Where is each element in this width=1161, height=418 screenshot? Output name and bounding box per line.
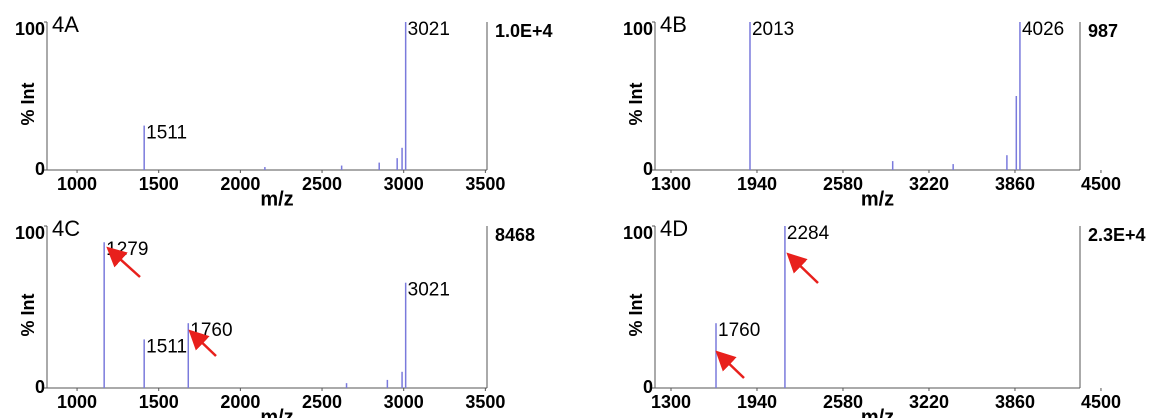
- peak-label: 1760: [718, 320, 760, 341]
- x-tick-label: 3220: [909, 392, 949, 412]
- panel-title: 4B: [660, 12, 687, 37]
- x-tick-label: 1500: [139, 392, 179, 412]
- y-tick-label: 100: [623, 223, 653, 243]
- x-tick-label: 3860: [995, 174, 1035, 194]
- x-tick-label: 2500: [302, 392, 342, 412]
- peak-label: 1511: [146, 336, 187, 357]
- x-tick-label: 1300: [651, 392, 691, 412]
- x-tick-label: 1000: [57, 392, 97, 412]
- x-tick-label: 4500: [1081, 174, 1121, 194]
- y-tick-label: 100: [623, 19, 653, 39]
- x-tick-label: 1940: [737, 392, 777, 412]
- arrows: [106, 246, 819, 379]
- peak-label: 3021: [408, 19, 450, 40]
- x-axis-label: m/z: [260, 406, 293, 418]
- x-tick-label: 3000: [384, 174, 424, 194]
- intensity-label: 1.0E+4: [495, 21, 553, 41]
- x-tick-label: 2000: [220, 174, 260, 194]
- x-tick-label: 3860: [995, 392, 1035, 412]
- x-tick-label: 2000: [220, 392, 260, 412]
- arrow: [786, 252, 819, 284]
- x-axis-label: m/z: [861, 406, 894, 418]
- x-tick-label: 1500: [139, 174, 179, 194]
- panel-title: 4D: [660, 216, 688, 241]
- x-tick-label: 3220: [909, 174, 949, 194]
- x-tick-label: 3500: [465, 392, 505, 412]
- intensity-label: 2.3E+4: [1088, 225, 1146, 245]
- y-tick-label: 0: [35, 377, 45, 397]
- x-axis-label: m/z: [861, 188, 894, 210]
- y-tick-label: 0: [643, 377, 653, 397]
- y-tick-label: 100: [15, 19, 45, 39]
- x-tick-label: 3500: [465, 174, 505, 194]
- x-tick-label: 2500: [302, 174, 342, 194]
- x-tick-label: 2580: [823, 392, 863, 412]
- x-tick-label: 2580: [823, 174, 863, 194]
- panel-title: 4C: [52, 216, 80, 241]
- peak-label: 4026: [1022, 19, 1064, 40]
- x-tick-label: 1940: [737, 174, 777, 194]
- arrow: [715, 350, 745, 379]
- x-tick-label: 3000: [384, 392, 424, 412]
- peak-label: 2284: [787, 223, 830, 244]
- peak-label: 2013: [752, 19, 794, 40]
- panel-title: 4A: [52, 12, 79, 37]
- y-axis-label: % Int: [626, 82, 646, 125]
- peak-label: 3021: [408, 280, 450, 301]
- arrow: [188, 329, 217, 357]
- x-tick-label: 4500: [1081, 392, 1121, 412]
- intensity-label: 8468: [495, 225, 535, 245]
- y-tick-label: 0: [643, 159, 653, 179]
- y-axis-label: % Int: [626, 293, 646, 336]
- x-axis-label: m/z: [260, 188, 293, 210]
- x-tick-label: 1000: [57, 174, 97, 194]
- peak-label: 1279: [106, 239, 148, 260]
- y-tick-label: 0: [35, 159, 45, 179]
- y-tick-label: 100: [15, 223, 45, 243]
- arrow: [106, 246, 141, 278]
- x-tick-label: 1300: [651, 174, 691, 194]
- y-axis-label: % Int: [18, 82, 38, 125]
- peak-label: 1511: [146, 123, 187, 144]
- y-axis-label: % Int: [18, 293, 38, 336]
- intensity-label: 987: [1088, 21, 1118, 41]
